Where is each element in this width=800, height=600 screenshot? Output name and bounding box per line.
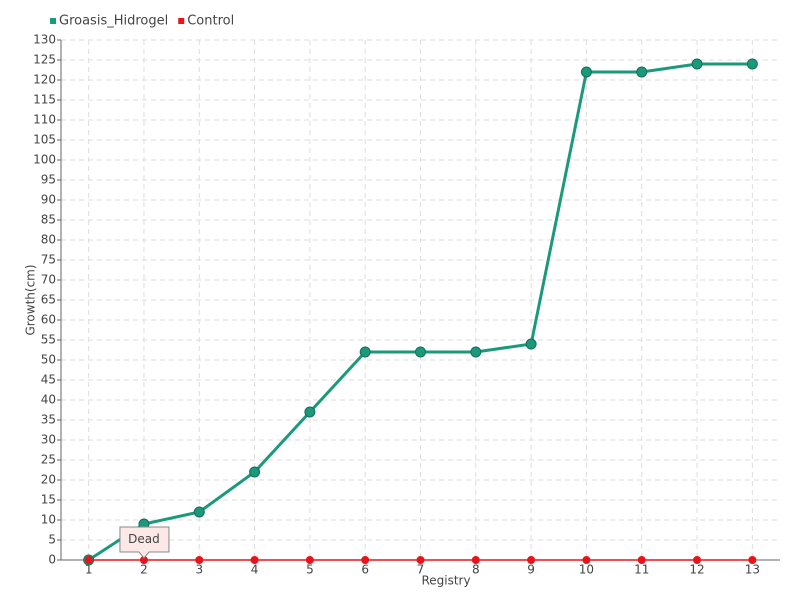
x-tick-label: 2 [140,563,148,577]
data-point [361,556,370,564]
data-point [84,556,93,564]
x-tick-label: 3 [195,563,203,577]
data-point [415,346,426,358]
data-point [195,556,204,564]
y-tick-label: 15 [41,493,56,507]
y-tick-label: 55 [41,333,56,347]
y-tick-label: 110 [33,113,56,127]
y-tick-label: 85 [41,213,56,227]
data-point [359,346,371,358]
y-tick-label: 70 [41,273,56,287]
y-tick-label: 65 [41,293,56,307]
y-tick-label: 75 [41,253,56,267]
x-tick-label: 9 [527,563,535,577]
y-tick-label: 5 [48,533,56,547]
x-tick-label: 1 [85,563,93,577]
data-point [637,556,646,564]
legend-swatch [50,18,56,24]
data-point [746,58,758,70]
data-point [471,556,480,564]
data-point [580,66,592,78]
x-tick-label: 4 [251,563,259,577]
y-tick-label: 90 [41,193,56,207]
data-point [249,466,261,478]
y-tick-label: 80 [41,233,56,247]
y-tick-label: 130 [33,33,56,47]
y-tick-label: 30 [41,433,56,447]
y-tick-label: 35 [41,413,56,427]
data-point [525,338,537,350]
y-tick-label: 0 [48,553,56,567]
data-point [691,58,703,70]
y-axis-label: Growth(cm) [24,264,38,335]
annotation: Dead [119,526,170,559]
data-point [416,556,425,564]
data-point [636,66,648,78]
y-tick-label: 20 [41,473,56,487]
y-tick-label: 120 [33,73,56,87]
data-point [527,556,536,564]
y-tick-label: 115 [33,93,56,107]
y-tick-label: 100 [33,153,56,167]
data-point [582,556,591,564]
x-tick-label: 11 [634,563,649,577]
y-tick-label: 105 [33,133,56,147]
y-tick-label: 40 [41,393,56,407]
data-point [748,556,757,564]
legend-label: Control [187,14,234,29]
x-tick-label: 7 [417,563,425,577]
data-point [305,556,314,564]
annotation-box [119,526,170,559]
y-tick-label: 45 [41,373,56,387]
y-tick-label: 125 [33,53,56,67]
y-tick-label: 60 [41,313,56,327]
legend-swatch [178,18,185,24]
data-point [250,556,259,564]
y-tick-label: 95 [41,173,56,187]
y-tick-label: 10 [41,513,56,527]
data-point [470,346,482,358]
x-tick-label: 12 [689,563,704,577]
data-point [304,406,316,418]
legend-label: Groasis_Hidrogel [59,14,168,29]
x-tick-label: 6 [361,563,369,577]
x-tick-label: 10 [579,563,594,577]
x-axis-label: Registry [421,574,470,588]
x-tick-label: 5 [306,563,314,577]
annotation-text: Dead [128,532,160,546]
y-tick-label: 25 [41,453,56,467]
data-point [693,556,702,564]
data-point [193,506,205,518]
y-tick-label: 50 [41,353,56,367]
x-tick-label: 13 [745,563,760,577]
x-tick-label: 8 [472,563,480,577]
